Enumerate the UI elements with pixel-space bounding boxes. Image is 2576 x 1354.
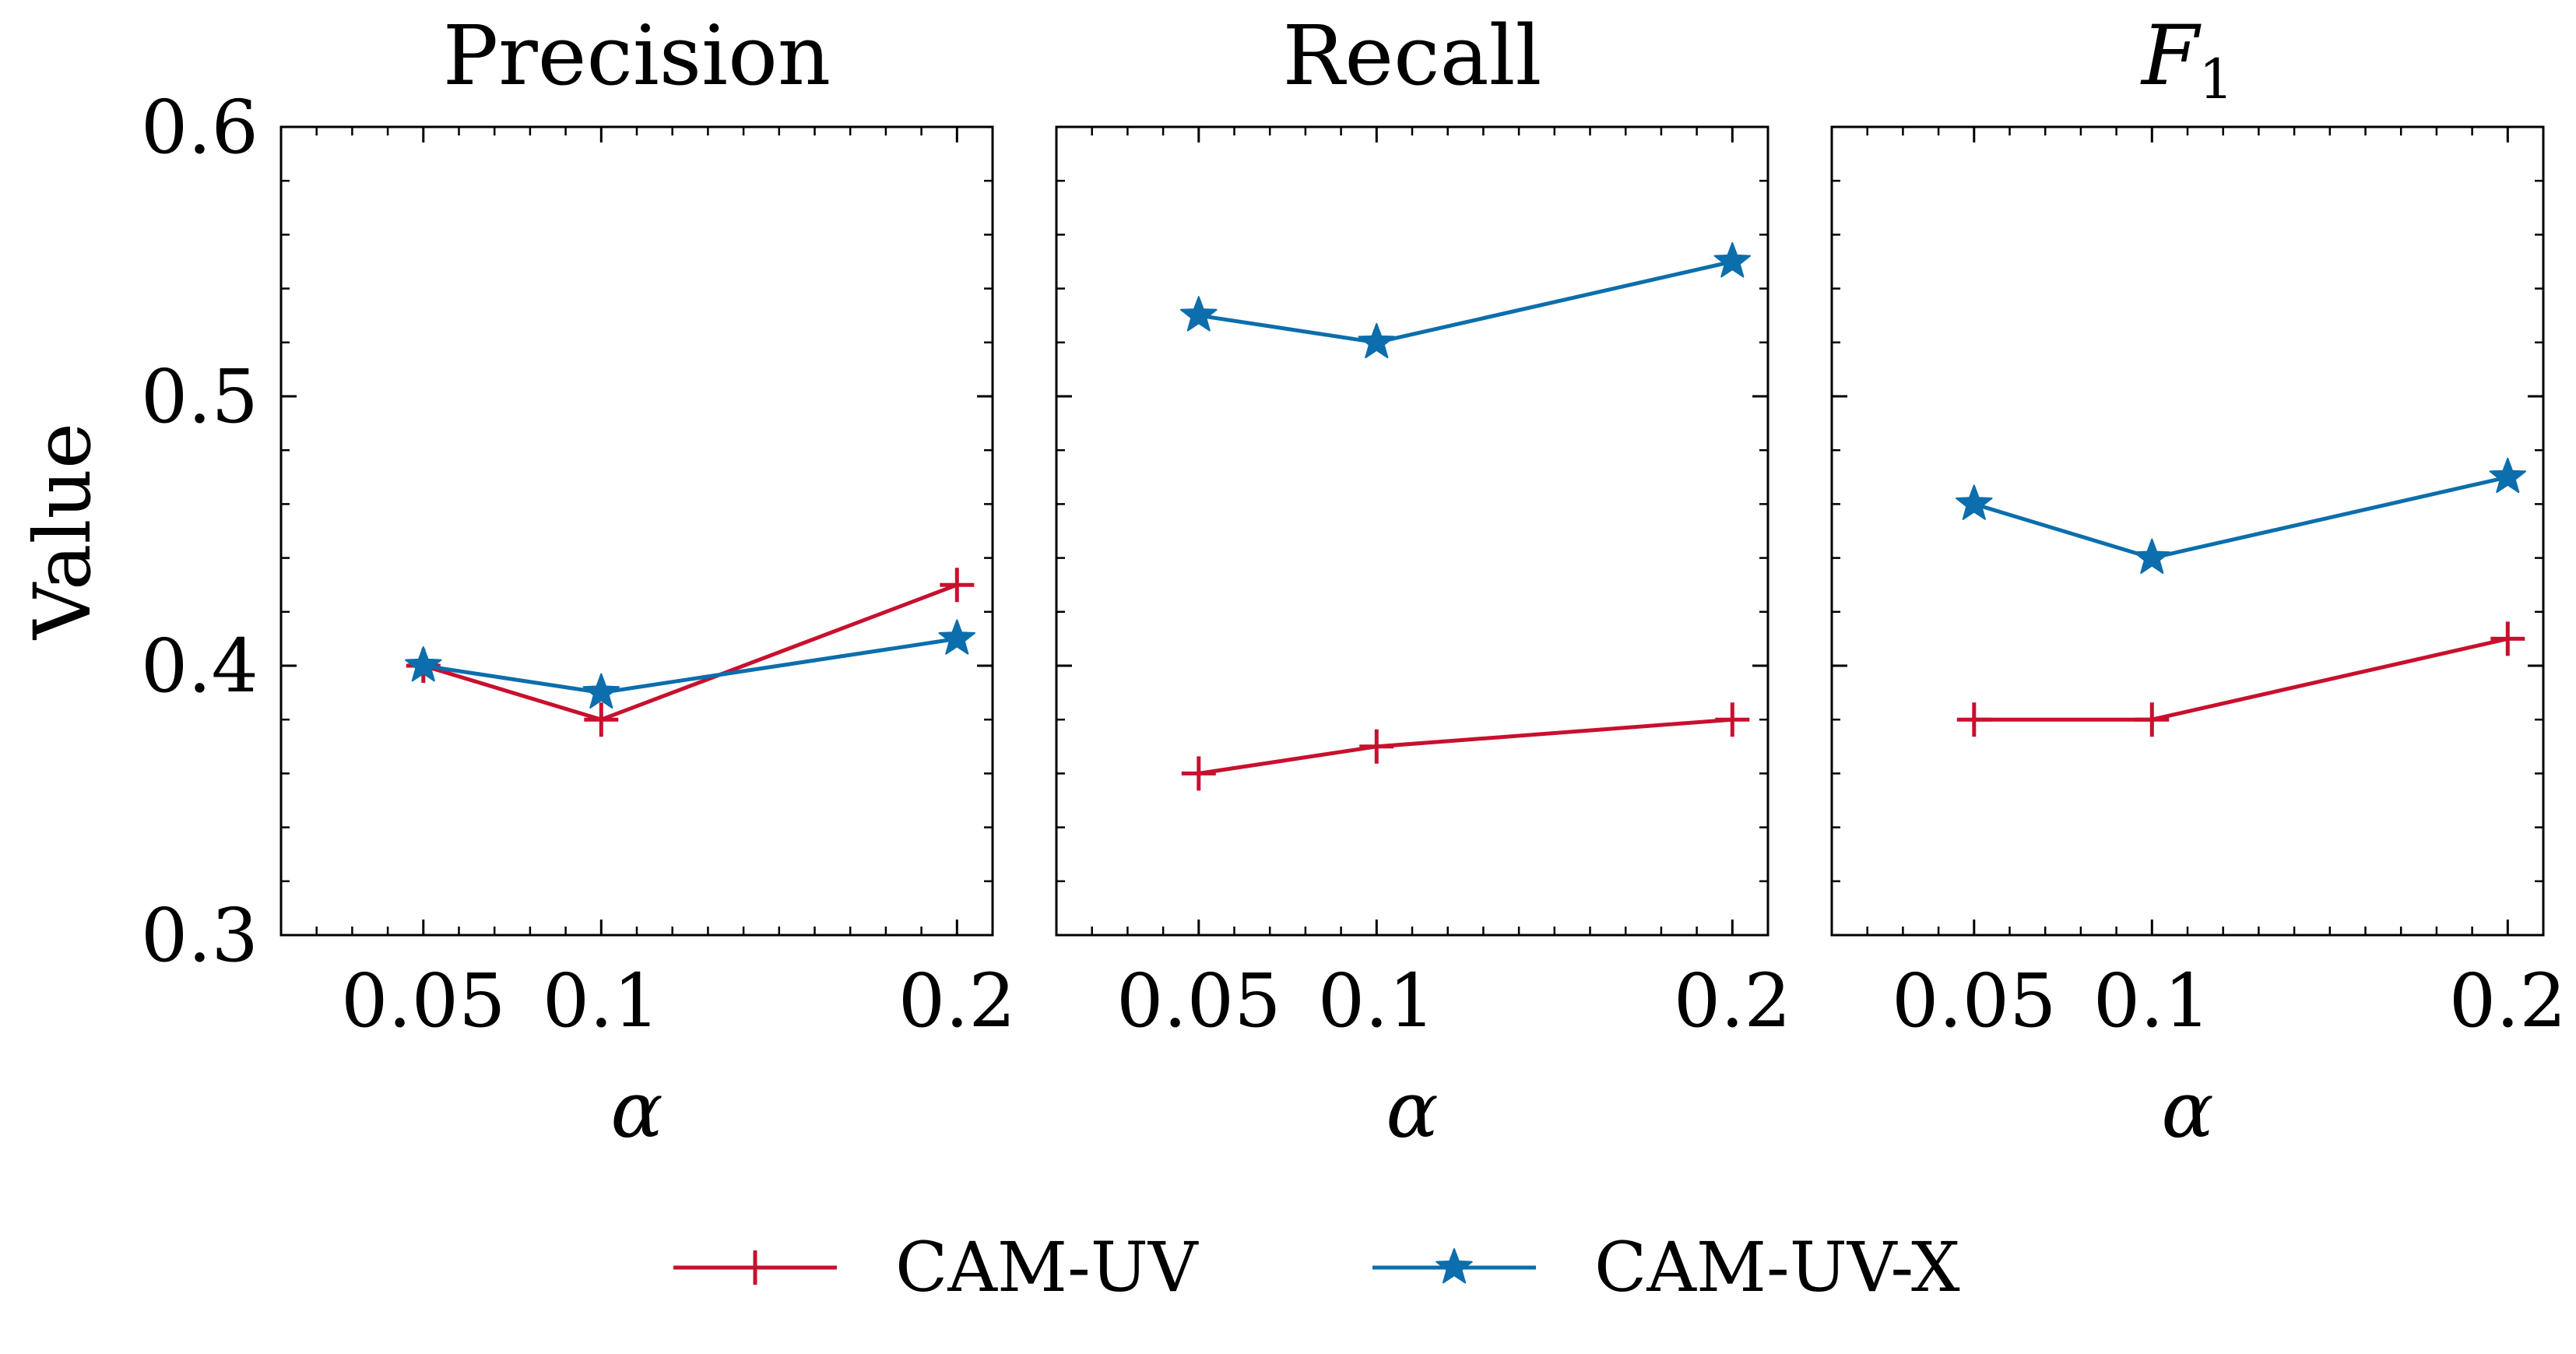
panel-title: Recall (1283, 8, 1542, 104)
x-tick-label: 0.1 (1318, 958, 1436, 1044)
data-point-cam-uv (2135, 702, 2170, 737)
series-line-cam-uv-x (1198, 259, 1733, 345)
axes-frame (1830, 125, 2545, 937)
y-tick-label: 0.4 (141, 624, 258, 709)
data-point-cam-uv-x (938, 619, 976, 655)
data-point-cam-uv (1181, 756, 1216, 791)
x-tick-label: 0.1 (543, 958, 660, 1044)
data-point-cam-uv (584, 702, 619, 737)
legend-marker (1436, 1248, 1473, 1284)
series-line-cam-uv-x (1973, 475, 2508, 561)
data-point-cam-uv (2490, 621, 2525, 656)
data-point-cam-uv (1359, 729, 1394, 764)
x-tick-label: 0.2 (1674, 958, 1791, 1044)
data-point-cam-uv-x (1713, 242, 1752, 278)
legend-entry-cam-uv: CAM-UV (673, 1227, 1199, 1307)
axes-frame (279, 125, 994, 937)
y-tick-label: 0.5 (141, 354, 258, 440)
y-tick-label: 0.6 (141, 85, 258, 171)
data-point-cam-uv (1715, 702, 1750, 737)
x-tick-label: 0.05 (1892, 958, 2057, 1044)
series-line-cam-uv (1973, 636, 2508, 722)
x-tick-label: 0.2 (2449, 958, 2567, 1044)
legend-marker (738, 1250, 772, 1285)
x-tick-label: 0.1 (2093, 958, 2211, 1044)
series-line-cam-uv (1198, 717, 1733, 775)
panel-3: 0.05 0.1 0.2 F1 α (1830, 8, 2567, 1155)
x-axis-label: α (2161, 1064, 2214, 1155)
legend-entry-cam-uv-x: CAM-UV-X (1372, 1227, 1960, 1307)
y-axis-label: Value (17, 423, 108, 640)
x-axis-label: α (610, 1064, 663, 1155)
x-axis-label: α (1386, 1064, 1439, 1155)
x-tick-label: 0.05 (1116, 958, 1281, 1044)
legend-label: CAM-UV-X (1594, 1227, 1960, 1307)
y-tick-label: 0.3 (141, 893, 258, 979)
axes-frame (1055, 125, 1769, 937)
data-point-cam-uv (940, 568, 975, 603)
legend: CAM-UV CAM-UV-X (673, 1227, 1960, 1307)
data-point-cam-uv-x (2489, 457, 2527, 494)
data-point-cam-uv (1956, 702, 1991, 737)
panel-1: 0.05 0.1 0.2 0.3 0.4 0.5 0.6 Precision α Value (17, 8, 1016, 1155)
data-point-cam-uv-x (405, 646, 442, 682)
data-point-cam-uv-x (1180, 296, 1218, 332)
panel-title: Precision (443, 8, 831, 104)
panel-2: 0.05 0.1 0.2 Recall α (1055, 8, 1791, 1155)
x-tick-label: 0.2 (898, 958, 1016, 1044)
legend-label: CAM-UV (895, 1227, 1199, 1307)
data-point-cam-uv-x (1956, 484, 1993, 520)
x-tick-label: 0.05 (341, 958, 506, 1044)
data-point-cam-uv-x (2133, 538, 2171, 574)
panel-title: F1 (2140, 8, 2233, 111)
data-point-cam-uv-x (582, 673, 620, 709)
data-point-cam-uv-x (1358, 322, 1396, 359)
